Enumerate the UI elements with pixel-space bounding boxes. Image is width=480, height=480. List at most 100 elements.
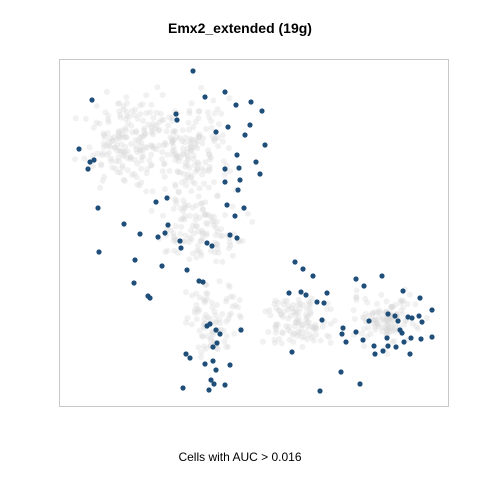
- background-point: [295, 296, 302, 303]
- background-point: [290, 332, 297, 338]
- background-point: [109, 137, 116, 144]
- background-point: [205, 212, 212, 219]
- background-point: [169, 139, 176, 146]
- highlighted-point: [401, 339, 407, 345]
- background-point: [180, 145, 186, 152]
- background-point: [171, 196, 178, 203]
- background-point: [140, 153, 147, 160]
- highlighted-point: [147, 295, 153, 301]
- background-point: [310, 324, 316, 330]
- background-point: [281, 298, 288, 305]
- background-point: [221, 338, 228, 345]
- background-point: [351, 315, 358, 322]
- highlighted-point: [200, 279, 206, 285]
- background-point: [208, 329, 215, 335]
- background-point: [201, 180, 208, 187]
- highlighted-point: [353, 276, 359, 282]
- background-point: [170, 237, 177, 244]
- background-point: [275, 307, 282, 314]
- highlighted-point: [385, 343, 391, 349]
- background-point: [415, 325, 421, 332]
- background-point: [201, 299, 208, 306]
- background-point: [278, 311, 285, 318]
- background-point: [226, 95, 233, 102]
- highlighted-point: [380, 348, 386, 354]
- highlighted-point: [357, 381, 363, 387]
- highlighted-point: [222, 179, 228, 185]
- background-point: [193, 301, 200, 308]
- background-point: [305, 319, 312, 326]
- background-point: [149, 129, 155, 136]
- background-point: [179, 127, 186, 134]
- background-point: [82, 115, 89, 122]
- background-point: [201, 315, 208, 322]
- highlighted-point: [233, 102, 239, 108]
- background-point: [300, 301, 307, 308]
- background-point: [171, 128, 177, 134]
- background-point: [223, 298, 230, 305]
- background-point: [409, 320, 416, 327]
- background-point: [308, 334, 315, 341]
- background-point: [170, 143, 177, 150]
- background-point: [214, 302, 220, 308]
- background-point: [172, 183, 179, 190]
- background-point: [304, 323, 311, 330]
- background-point: [378, 291, 385, 298]
- background-point: [116, 135, 123, 141]
- background-point: [303, 317, 310, 323]
- highlighted-point: [385, 311, 391, 317]
- background-point: [159, 92, 166, 98]
- background-point: [132, 106, 139, 113]
- background-point: [281, 308, 288, 315]
- background-point: [108, 155, 114, 162]
- background-point: [371, 316, 378, 323]
- background-point: [185, 155, 192, 162]
- background-point: [207, 316, 214, 323]
- highlighted-point: [321, 300, 327, 306]
- background-point: [173, 200, 180, 207]
- background-point: [272, 297, 279, 304]
- background-point: [374, 321, 381, 328]
- background-point: [169, 136, 175, 143]
- highlighted-point: [360, 337, 366, 343]
- background-point: [291, 330, 298, 337]
- background-point: [172, 181, 179, 188]
- highlighted-point: [237, 177, 243, 183]
- background-point: [304, 319, 311, 326]
- background-point: [225, 145, 232, 152]
- background-point: [171, 147, 178, 154]
- highlighted-point: [303, 292, 309, 298]
- background-point: [196, 214, 203, 221]
- background-point: [324, 332, 331, 339]
- background-point: [188, 148, 195, 154]
- background-point: [285, 303, 292, 310]
- background-point: [207, 337, 214, 344]
- background-point: [142, 144, 149, 150]
- background-point: [201, 297, 208, 304]
- highlighted-point: [361, 283, 367, 289]
- background-point: [374, 301, 380, 307]
- background-point: [124, 148, 131, 155]
- background-point: [227, 293, 234, 300]
- background-point: [193, 316, 200, 323]
- background-point: [177, 216, 184, 223]
- background-point: [159, 149, 166, 155]
- highlighted-point: [211, 381, 217, 387]
- highlighted-point: [196, 278, 202, 284]
- highlighted-point: [225, 124, 231, 130]
- background-point: [122, 143, 129, 150]
- background-point: [306, 304, 313, 311]
- background-point: [132, 137, 139, 143]
- background-point: [206, 151, 213, 158]
- background-point: [267, 312, 274, 319]
- background-point: [133, 128, 140, 135]
- highlighted-point: [180, 385, 186, 391]
- highlighted-point: [207, 321, 213, 327]
- background-point: [377, 309, 383, 316]
- background-point: [353, 294, 360, 301]
- highlighted-point: [227, 362, 233, 368]
- background-point: [389, 323, 396, 329]
- background-point: [202, 345, 209, 352]
- background-point: [383, 321, 390, 328]
- background-point: [117, 114, 124, 121]
